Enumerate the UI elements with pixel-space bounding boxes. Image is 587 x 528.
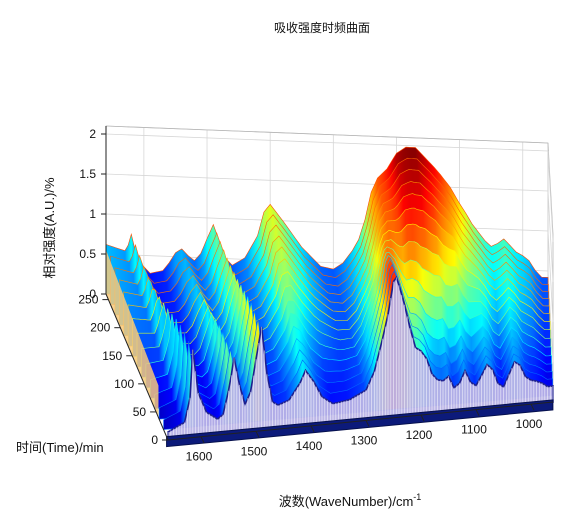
grid-line-side (547, 270, 554, 363)
surface (105, 146, 554, 441)
x-axis-label: 波数(WaveNumber)/cm-1 (279, 492, 422, 509)
x-tick-mark (365, 420, 370, 427)
z-axis-label: 相对强度(A.U.)/% (42, 177, 57, 279)
z-tick-label: 1 (89, 207, 96, 221)
x-tick-label: 1500 (241, 444, 268, 458)
box-edge (105, 125, 549, 144)
grid-line-side (547, 150, 554, 243)
y-tick-label: 250 (78, 293, 98, 307)
axes (105, 126, 554, 441)
z-tick-label: 2 (89, 127, 96, 141)
x-axis-label-superscript: -1 (413, 492, 421, 502)
grid-line-side (547, 230, 554, 323)
x-tick-mark (530, 403, 535, 411)
x-axis-line (167, 401, 554, 441)
x-tick-label: 1300 (351, 433, 378, 447)
z-tick-label: 0.5 (79, 247, 96, 261)
z-tick-label: 0 (89, 287, 96, 301)
x-tick-label: 1200 (406, 428, 433, 442)
x-tick-mark (310, 425, 315, 433)
x-axis-label-text: 波数(WaveNumber)/cm (279, 494, 414, 509)
x-tick-label: 1400 (296, 439, 323, 453)
x-tick-mark (255, 431, 260, 438)
y-tick-label: 200 (90, 321, 110, 335)
y-tick-label: 100 (114, 377, 134, 391)
x-tick-label: 1000 (516, 417, 543, 431)
chart-title: 吸收强度时频曲面 (274, 20, 370, 35)
x-tick-label: 1600 (186, 450, 213, 464)
box-edge (547, 142, 554, 235)
left-side-wall (106, 250, 159, 418)
y-axis-label: 时间(Time)/min (16, 440, 104, 455)
y-tick-label: 150 (102, 349, 122, 363)
grid-line-side (547, 190, 554, 283)
grid-line-z (105, 173, 549, 192)
x-tick-mark (200, 436, 205, 443)
x-tick-mark (420, 414, 425, 422)
y-tick-label: 50 (133, 405, 147, 419)
z-tick-label: 1.5 (79, 167, 96, 181)
grid-line-z (105, 133, 549, 152)
x-tick-label: 1100 (461, 423, 487, 437)
tick-labels: 1600 1500 1400 1300 1200 1100 1000050100150200… (78, 127, 542, 464)
y-tick-label: 0 (151, 433, 158, 447)
y-axis-line (105, 293, 169, 441)
x-tick-mark (475, 409, 480, 416)
